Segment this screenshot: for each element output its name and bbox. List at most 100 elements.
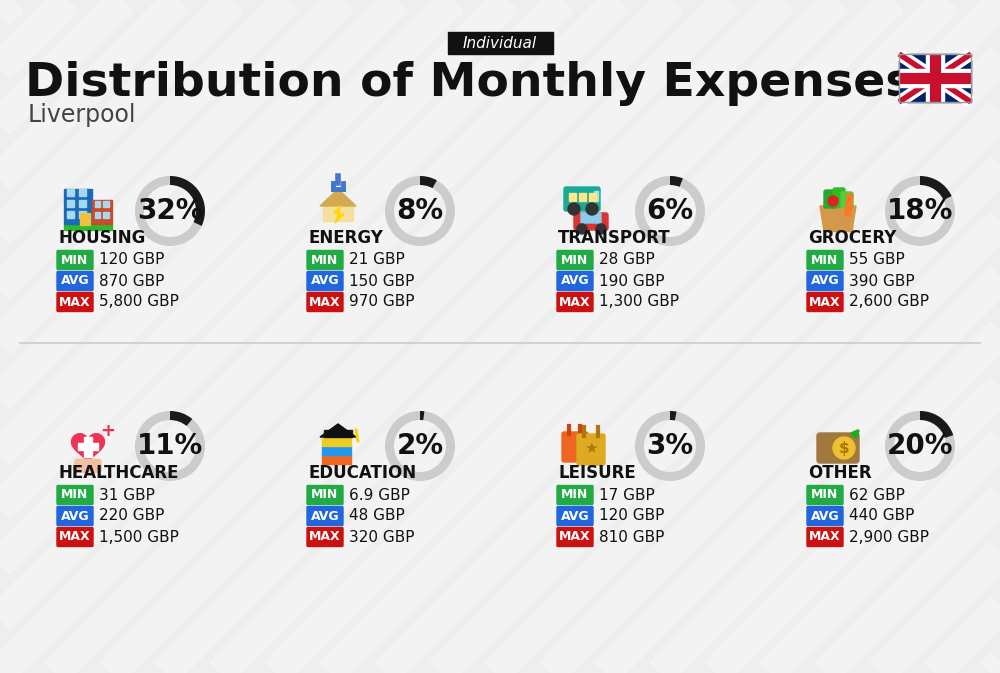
FancyBboxPatch shape [95, 201, 100, 207]
Text: AVG: AVG [561, 509, 589, 522]
Circle shape [596, 224, 606, 234]
Text: 2%: 2% [396, 432, 444, 460]
Text: AVG: AVG [61, 509, 89, 522]
Polygon shape [323, 206, 353, 221]
Polygon shape [320, 424, 356, 437]
Wedge shape [885, 411, 955, 481]
FancyBboxPatch shape [807, 507, 843, 526]
FancyBboxPatch shape [564, 187, 600, 211]
Text: MAX: MAX [809, 530, 841, 544]
Text: 810 GBP: 810 GBP [599, 530, 664, 544]
FancyBboxPatch shape [79, 211, 86, 217]
Text: MAX: MAX [559, 530, 591, 544]
Text: MIN: MIN [311, 489, 339, 501]
Text: 2,600 GBP: 2,600 GBP [849, 295, 929, 310]
Text: 18%: 18% [887, 197, 953, 225]
Text: Distribution of Monthly Expenses: Distribution of Monthly Expenses [25, 61, 914, 106]
FancyBboxPatch shape [324, 430, 352, 437]
Circle shape [833, 437, 855, 459]
FancyBboxPatch shape [307, 250, 343, 269]
Wedge shape [385, 176, 455, 246]
Text: MAX: MAX [809, 295, 841, 308]
Text: MAX: MAX [559, 295, 591, 308]
Text: AVG: AVG [61, 275, 89, 287]
FancyBboxPatch shape [64, 224, 112, 229]
Text: MAX: MAX [59, 530, 91, 544]
Text: Individual: Individual [463, 36, 537, 50]
Circle shape [828, 196, 838, 206]
Text: MIN: MIN [61, 489, 89, 501]
FancyBboxPatch shape [574, 213, 608, 230]
FancyBboxPatch shape [95, 212, 100, 217]
Wedge shape [420, 411, 424, 420]
Text: GROCERY: GROCERY [808, 229, 896, 247]
FancyBboxPatch shape [307, 271, 343, 291]
Text: $: $ [839, 441, 849, 456]
FancyBboxPatch shape [562, 432, 588, 462]
Text: MIN: MIN [561, 254, 589, 267]
Text: 120 GBP: 120 GBP [99, 252, 164, 267]
Text: AVG: AVG [311, 509, 339, 522]
Text: 320 GBP: 320 GBP [349, 530, 415, 544]
Circle shape [568, 203, 580, 215]
Wedge shape [670, 176, 683, 187]
FancyBboxPatch shape [64, 189, 92, 224]
Text: MIN: MIN [561, 489, 589, 501]
Text: 6.9 GBP: 6.9 GBP [349, 487, 410, 503]
Text: 32%: 32% [137, 197, 203, 225]
Text: 1,500 GBP: 1,500 GBP [99, 530, 179, 544]
FancyBboxPatch shape [557, 485, 593, 505]
FancyBboxPatch shape [807, 271, 843, 291]
FancyBboxPatch shape [84, 437, 92, 457]
Text: ★: ★ [584, 441, 598, 456]
FancyBboxPatch shape [824, 190, 837, 208]
FancyBboxPatch shape [807, 528, 843, 546]
Text: 48 GBP: 48 GBP [349, 509, 405, 524]
Polygon shape [320, 189, 356, 206]
Text: MAX: MAX [309, 530, 341, 544]
Text: LEISURE: LEISURE [558, 464, 636, 482]
Text: TRANSPORT: TRANSPORT [558, 229, 671, 247]
Wedge shape [635, 411, 705, 481]
Text: Liverpool: Liverpool [28, 103, 136, 127]
Wedge shape [135, 411, 205, 481]
FancyBboxPatch shape [841, 192, 853, 208]
FancyBboxPatch shape [557, 507, 593, 526]
FancyBboxPatch shape [57, 507, 93, 526]
Wedge shape [920, 411, 953, 438]
Text: 390 GBP: 390 GBP [849, 273, 915, 289]
Text: HEALTHCARE: HEALTHCARE [58, 464, 178, 482]
FancyBboxPatch shape [899, 54, 971, 102]
Text: 55 GBP: 55 GBP [849, 252, 905, 267]
Text: 190 GBP: 190 GBP [599, 273, 664, 289]
Text: 220 GBP: 220 GBP [99, 509, 164, 524]
Polygon shape [334, 206, 344, 223]
FancyBboxPatch shape [103, 201, 109, 207]
Wedge shape [920, 176, 952, 200]
FancyBboxPatch shape [57, 485, 93, 505]
Text: 11%: 11% [137, 432, 203, 460]
Text: 3%: 3% [646, 432, 694, 460]
FancyBboxPatch shape [557, 271, 593, 291]
Text: 440 GBP: 440 GBP [849, 509, 914, 524]
Text: AVG: AVG [811, 275, 839, 287]
Text: 150 GBP: 150 GBP [349, 273, 414, 289]
Text: 2,900 GBP: 2,900 GBP [849, 530, 929, 544]
FancyBboxPatch shape [557, 293, 593, 312]
Text: +: + [100, 421, 115, 439]
Circle shape [586, 203, 598, 215]
Text: 62 GBP: 62 GBP [849, 487, 905, 503]
FancyBboxPatch shape [92, 200, 112, 224]
FancyBboxPatch shape [307, 485, 343, 505]
Text: 5,800 GBP: 5,800 GBP [99, 295, 179, 310]
FancyBboxPatch shape [577, 434, 605, 465]
Polygon shape [72, 433, 104, 464]
Text: EDUCATION: EDUCATION [308, 464, 416, 482]
Wedge shape [670, 411, 677, 421]
Text: MAX: MAX [59, 295, 91, 308]
Text: 1,300 GBP: 1,300 GBP [599, 295, 679, 310]
FancyBboxPatch shape [448, 32, 552, 54]
FancyBboxPatch shape [57, 250, 93, 269]
FancyBboxPatch shape [557, 250, 593, 269]
FancyBboxPatch shape [307, 293, 343, 312]
